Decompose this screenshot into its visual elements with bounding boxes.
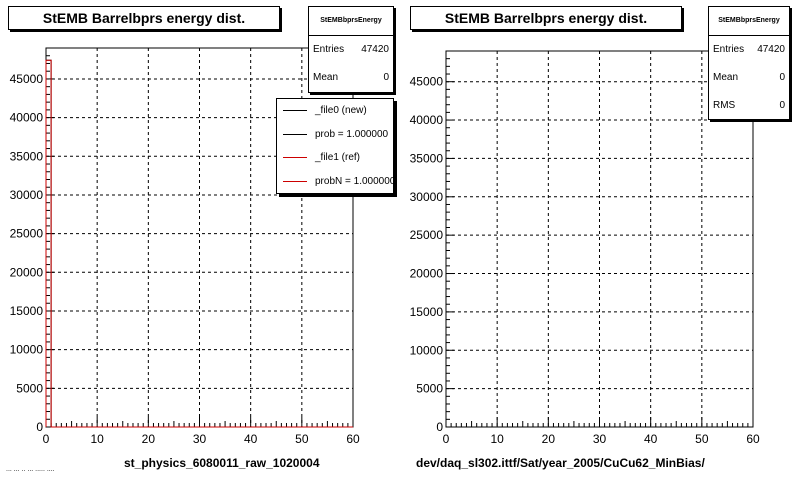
y-tick-label: 35000 <box>10 149 44 163</box>
stats-value: 0 <box>779 72 785 83</box>
stats-box: StEMBbprsEnergy Entries 47420 Mean 0 RMS… <box>708 6 790 120</box>
x-tick-label: 30 <box>593 432 607 446</box>
stats-row-rms: RMS 0 <box>709 92 789 120</box>
x-tick-label: 60 <box>346 432 360 446</box>
stats-label: Entries <box>713 44 745 55</box>
file-label: dev/daq_sl302.ittf/Sat/year_2005/CuCu62_… <box>416 456 705 470</box>
legend-label: prob = 1.000000 <box>315 128 389 140</box>
histogram-bar-file1-ref <box>45 59 353 428</box>
y-tick-label: 40000 <box>410 113 444 127</box>
legend-line <box>283 110 307 111</box>
legend-entry-file1: _file1 (ref) <box>277 146 393 170</box>
stats-box: StEMBbprsEnergy Entries 47420 Mean 0 <box>308 6 394 93</box>
stats-row-entries: Entries 47420 <box>309 36 393 64</box>
y-tick-label: 5000 <box>16 381 43 395</box>
y-tick-label: 30000 <box>410 190 444 204</box>
y-tick-label: 10000 <box>410 343 444 357</box>
stats-label: Mean <box>713 72 739 83</box>
legend-line-red <box>283 180 307 182</box>
y-tick-label: 40000 <box>10 111 44 125</box>
stats-label: Mean <box>313 72 339 83</box>
y-tick-label: 45000 <box>10 72 44 86</box>
legend-line-red <box>283 157 307 158</box>
stats-name: StEMBbprsEnergy <box>709 7 789 36</box>
y-tick-label: 20000 <box>10 265 44 279</box>
legend-entry-prob: prob = 1.000000 <box>277 123 393 147</box>
stats-row-mean: Mean 0 <box>309 64 393 92</box>
y-tick-label: 35000 <box>410 151 444 165</box>
y-tick-label: 20000 <box>410 267 444 281</box>
legend-box: _file0 (new) prob = 1.000000 _file1 (ref… <box>276 98 394 194</box>
right-plot-area: 0 10 20 30 40 50 60 0 5000 10000 15000 20000 25000 30… <box>410 50 760 446</box>
legend-entry-file0: _file0 (new) <box>277 99 393 123</box>
x-tick-label: 40 <box>244 432 258 446</box>
y-tick-label: 0 <box>36 420 43 434</box>
y-tick-label: 30000 <box>10 188 44 202</box>
legend-entry-probn: probN = 1.000000 <box>277 170 393 194</box>
stats-value: 0 <box>779 100 785 111</box>
x-tick-label: 30 <box>193 432 207 446</box>
right-chart-pane: 0 10 20 30 40 50 60 0 5000 10000 15000 20000 25000 30… <box>400 0 800 480</box>
y-tick-label: 15000 <box>10 304 44 318</box>
y-tick-label: 15000 <box>410 305 444 319</box>
legend-label: _file0 (new) <box>315 105 367 116</box>
y-tick-label: 0 <box>436 420 443 434</box>
legend-line <box>283 133 307 135</box>
y-tick-label: 5000 <box>416 382 443 396</box>
x-tick-label: 50 <box>695 432 709 446</box>
legend-label: probN = 1.000000 <box>315 175 394 187</box>
x-tick-label: 50 <box>295 432 309 446</box>
stats-row-entries: Entries 47420 <box>709 36 789 64</box>
stats-value: 47420 <box>361 44 389 55</box>
x-tick-label: 0 <box>43 432 50 446</box>
y-tick-label: 45000 <box>410 75 444 89</box>
y-tick-label: 25000 <box>10 227 44 241</box>
chart-title: StEMB Barrelbprs energy dist. <box>410 6 682 30</box>
x-tick-label: 40 <box>644 432 658 446</box>
left-chart-pane: 0 10 20 30 40 50 60 0 5000 10000 15000 20000 25000 30… <box>8 6 394 470</box>
stats-label: Entries <box>313 44 345 55</box>
corner-note: ... ... .. ... ..... .... <box>6 466 55 473</box>
x-tick-label: 60 <box>746 432 760 446</box>
x-tick-label: 20 <box>142 432 156 446</box>
chart-title: StEMB Barrelbprs energy dist. <box>8 6 280 30</box>
stats-row-mean: Mean 0 <box>709 64 789 92</box>
x-tick-label: 10 <box>490 432 504 446</box>
stats-name: StEMBbprsEnergy <box>309 7 393 36</box>
file-label: st_physics_6080011_raw_1020004 <box>124 456 320 470</box>
stats-value: 0 <box>383 72 389 83</box>
y-tick-label: 10000 <box>10 343 44 357</box>
x-tick-label: 0 <box>443 432 450 446</box>
stats-label: RMS <box>713 100 736 111</box>
y-tick-label: 25000 <box>410 228 444 242</box>
legend-label: _file1 (ref) <box>315 152 361 163</box>
x-tick-label: 20 <box>542 432 556 446</box>
stats-value: 47420 <box>757 44 785 55</box>
x-tick-label: 10 <box>90 432 104 446</box>
